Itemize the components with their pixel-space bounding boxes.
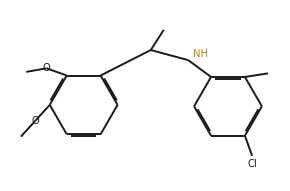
Text: NH: NH [193,49,208,59]
Text: O: O [31,116,39,126]
Text: Cl: Cl [247,159,257,169]
Text: O: O [43,63,50,73]
